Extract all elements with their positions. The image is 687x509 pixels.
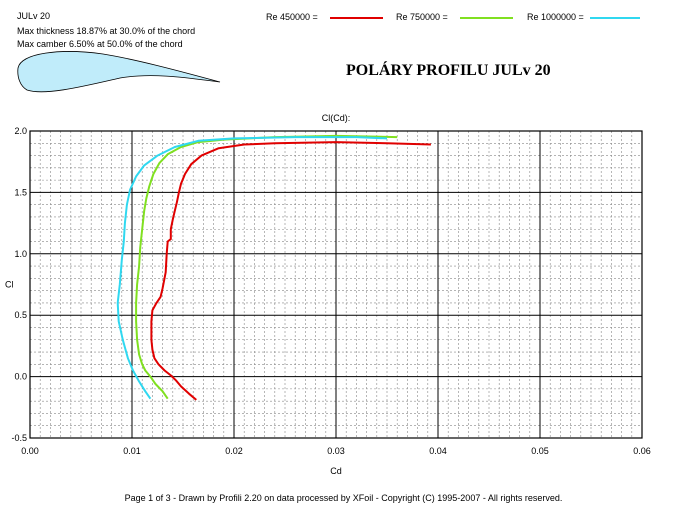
x-tick-label: 0.00 xyxy=(21,446,39,456)
polar-chart: 0.00 0.01 0.02 0.03 0.04 0.05 0.06 -0.5 0.0 0.5 1.… xyxy=(5,113,651,476)
x-tick-label: 0.03 xyxy=(327,446,345,456)
profile-name: JULv 20 xyxy=(17,11,51,21)
legend-swatch-re-450000 xyxy=(330,17,383,19)
x-tick-label: 0.01 xyxy=(123,446,141,456)
x-tick-label: 0.04 xyxy=(429,446,447,456)
max-camber-text: Max camber 6.50% at 50.0% of the chord xyxy=(17,39,183,49)
page-title: POLÁRY PROFILU JULv 20 xyxy=(346,62,551,79)
x-axis-label: Cd xyxy=(330,466,342,476)
legend-label-re-1000000: Re 1000000 = xyxy=(527,12,584,22)
legend-swatch-re-750000 xyxy=(460,17,513,19)
chart-title: Cl(Cd): xyxy=(322,113,351,123)
y-axis-label: Cl xyxy=(5,280,14,290)
y-tick-label: -0.5 xyxy=(11,433,27,443)
footer-text: Page 1 of 3 - Drawn by Profili 2.20 on d… xyxy=(124,493,563,503)
legend-label-re-750000: Re 750000 = xyxy=(396,12,448,22)
y-tick-label: 0.5 xyxy=(14,310,27,320)
y-tick-label: 2.0 xyxy=(14,126,27,136)
y-tick-label: 0.0 xyxy=(14,372,27,382)
series-line-re-450000 xyxy=(150,141,431,401)
x-tick-label: 0.02 xyxy=(225,446,243,456)
series-line-re-1000000 xyxy=(116,136,388,400)
legend-label-re-450000: Re 450000 = xyxy=(266,12,318,22)
plot-frame xyxy=(29,130,643,439)
series-line-re-750000 xyxy=(135,134,398,400)
y-tick-label: 1.5 xyxy=(14,187,27,197)
max-thickness-text: Max thickness 18.87% at 30.0% of the cho… xyxy=(17,26,196,36)
x-tick-label: 0.06 xyxy=(633,446,651,456)
y-tick-label: 1.0 xyxy=(14,249,27,259)
x-tick-label: 0.05 xyxy=(531,446,549,456)
airfoil-profile-shape xyxy=(17,51,221,93)
legend-swatch-re-1000000 xyxy=(590,17,640,19)
